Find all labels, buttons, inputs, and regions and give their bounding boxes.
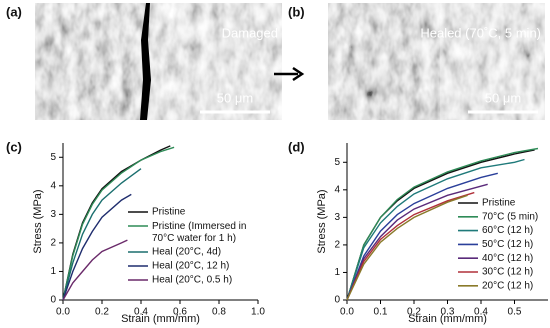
caption: Healed (70˚C, 5 min) [420, 25, 541, 40]
x-tick-label: 0.4 [474, 307, 488, 318]
x-tick-label: 0.5 [508, 307, 522, 318]
y-tick-label: 5 [50, 152, 56, 163]
legend-label: 50°C (12 h) [482, 239, 533, 250]
micrograph [35, 3, 282, 120]
series-line [62, 146, 175, 301]
y-axis-label: Stress (MPa) [32, 189, 44, 253]
panel-label: (b) [288, 4, 305, 19]
crack [140, 3, 151, 120]
series-line [346, 191, 475, 301]
y-tick-label: 1 [334, 267, 340, 278]
x-tick-label: 0.0 [56, 307, 70, 318]
panel-label: (a) [6, 4, 22, 19]
y-tick-label: 2 [334, 240, 340, 251]
micrograph-light [440, 3, 545, 120]
series-line [62, 168, 142, 301]
legend-label: 70°C (5 min) [482, 211, 538, 222]
x-tick-label: 0.6 [173, 307, 187, 318]
legend-label: Heal (20°C, 0.5 h) [152, 275, 232, 286]
caption: Damaged [222, 25, 278, 40]
y-tick-label: 5 [334, 157, 340, 168]
x-axis-label: Strain (mm/mm) [408, 313, 487, 325]
panel-label: (d) [288, 139, 305, 154]
legend-label: Heal (20°C, 4d) [152, 247, 221, 258]
y-tick-label: 3 [50, 209, 56, 220]
x-tick-label: 1.0 [251, 307, 265, 318]
x-tick-label: 0.8 [212, 307, 226, 318]
x-tick-label: 0.2 [407, 307, 421, 318]
legend-label: Pristine [482, 198, 516, 209]
series-line [62, 239, 128, 301]
series-line [346, 172, 498, 301]
arrow-head [292, 66, 305, 82]
x-tick-label: 0.4 [134, 307, 148, 318]
y-tick-label: 2 [50, 238, 56, 249]
x-tick-label: 0.3 [441, 307, 455, 318]
legend-label: 60°C (12 h) [482, 225, 533, 236]
series-line [346, 194, 468, 301]
y-tick-label: 4 [50, 180, 56, 191]
x-axis-label: Strain (mm/mm) [121, 313, 200, 325]
series-line [346, 147, 539, 301]
y-tick-label: 0 [50, 295, 56, 306]
legend-label: 40°C (12 h) [482, 253, 533, 264]
legend-label: 30°C (12 h) [482, 267, 533, 278]
scale-label: 50 μm [217, 90, 253, 105]
y-tick-label: 3 [334, 212, 340, 223]
series-line [62, 193, 132, 301]
y-tick-label: 1 [50, 266, 56, 277]
legend-label: Heal (20°C, 12 h) [152, 261, 229, 272]
scale-label: 50 μm [485, 90, 521, 105]
y-axis-label: Stress (MPa) [316, 189, 328, 253]
legend-label: Pristine [152, 207, 186, 218]
y-tick-label: 0 [334, 295, 340, 306]
legend-label: 20°C (12 h) [482, 280, 533, 291]
x-tick-label: 0.1 [374, 307, 388, 318]
micrograph-light [150, 3, 282, 120]
series-line [346, 183, 488, 301]
series-line [346, 158, 525, 301]
panel-label: (c) [6, 139, 22, 154]
y-tick-label: 4 [334, 184, 340, 195]
micrograph [328, 3, 545, 120]
x-tick-label: 0.0 [340, 307, 354, 318]
legend-label: Pristine (Immersed in 70°C water for 1 h) [152, 221, 246, 244]
x-tick-label: 0.2 [95, 307, 109, 318]
